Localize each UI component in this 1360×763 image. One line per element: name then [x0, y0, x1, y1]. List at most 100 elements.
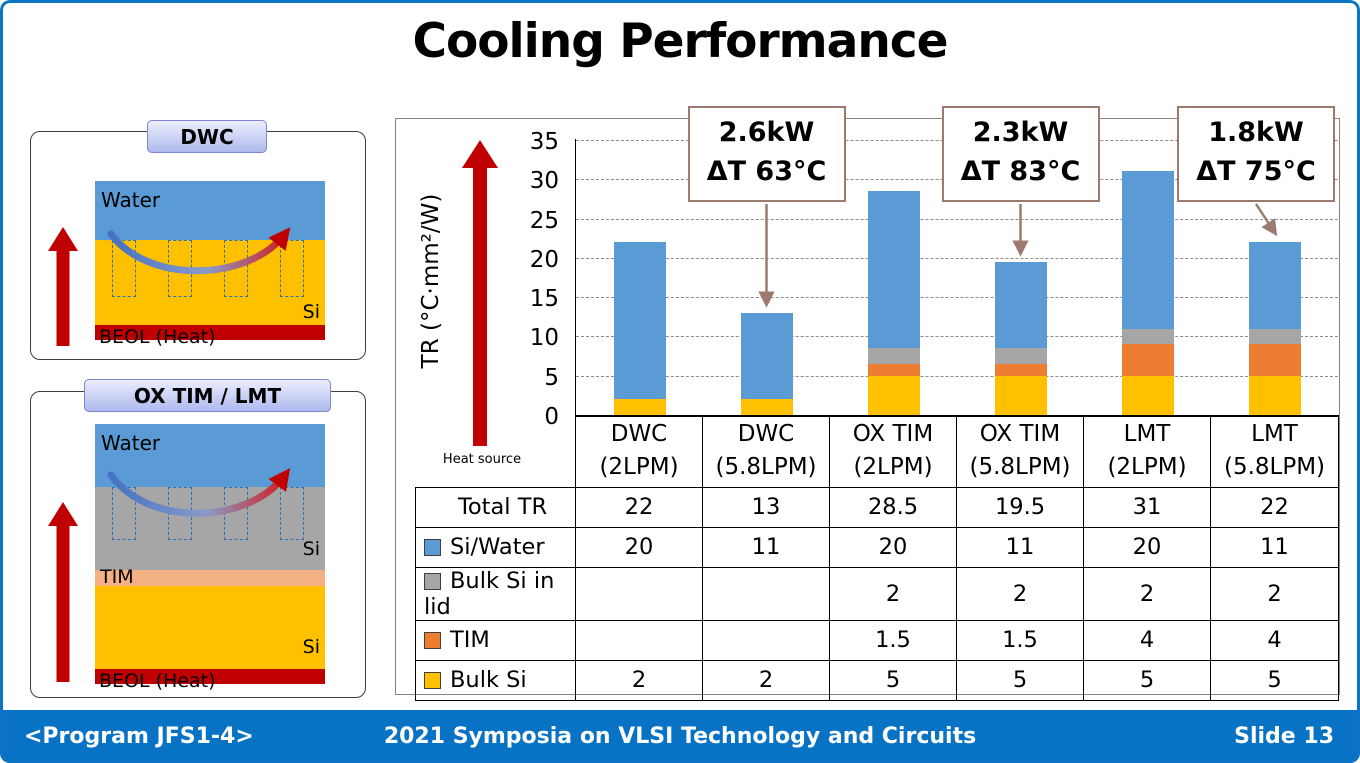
- table-row: Bulk Si 2 2 5 5 5 5: [415, 659, 1339, 701]
- table-value: 5: [1083, 659, 1211, 701]
- category-line: (2LPM): [853, 453, 933, 480]
- table-value: 4: [1083, 619, 1211, 661]
- footer-program: <Program JFS1-4>: [24, 724, 254, 749]
- legend-swatch: [424, 672, 441, 689]
- microchannel-fin: [112, 240, 136, 297]
- microchannel-fin: [280, 487, 304, 540]
- category-label-row: DWC (2LPM) DWC (5.8LPM) OX TIM (2LPM) OX TIM (5…: [415, 415, 1339, 488]
- table-value: 11: [956, 526, 1084, 568]
- category-label: OX TIM (2LPM): [829, 415, 957, 488]
- table-value: 20: [829, 526, 957, 568]
- table-value: 2: [1083, 566, 1211, 621]
- dwc-water-label: Water: [101, 188, 161, 212]
- legend-swatch: [424, 632, 441, 649]
- oxtim-lmt-tag: OX TIM / LMT: [84, 379, 331, 412]
- table-value: 22: [575, 486, 703, 528]
- gridline: [576, 375, 1338, 377]
- table-value: 11: [1210, 526, 1339, 568]
- table-row: Si/Water 20 11 20 11 20 11: [415, 526, 1339, 568]
- row-label-text: TIM: [450, 627, 490, 653]
- category-line: DWC: [737, 421, 795, 448]
- bar-segment: [613, 242, 666, 400]
- ox-si-label: Si: [302, 636, 320, 658]
- ytick-label: 20: [529, 246, 559, 273]
- bar-segment: [867, 348, 920, 364]
- bar-segment: [994, 363, 1047, 376]
- row-label-text: Bulk Si in lid: [424, 567, 555, 620]
- heat-up-arrow-icon: [48, 227, 78, 346]
- stacked-bar: [867, 191, 920, 415]
- bar-segment: [1121, 328, 1174, 345]
- bar-segment: [613, 399, 666, 415]
- stacked-bar: [1121, 171, 1174, 415]
- ytick-label: 10: [529, 325, 559, 352]
- table-row: Bulk Si in lid 2 2 2 2: [415, 566, 1339, 621]
- ytick-labels: 0 5 10 15 20 25 30 35: [495, 129, 565, 430]
- table-row: TIM 1.5 1.5 4 4: [415, 619, 1339, 661]
- gridline: [576, 336, 1338, 338]
- dwc-beol-layer: [95, 325, 325, 340]
- y-axis-title: TR (°C·mm²/W): [418, 193, 444, 369]
- category-line: (5.8LPM): [969, 453, 1071, 480]
- row-label-text: Total TR: [458, 494, 548, 520]
- footer-slide-number: Slide 13: [1234, 724, 1334, 749]
- category-line: (5.8LPM): [1223, 453, 1326, 480]
- table-value: 4: [1210, 619, 1339, 661]
- category-line: (2LPM): [1107, 453, 1187, 480]
- stacked-bar: [1248, 242, 1301, 415]
- row-label-cell: Total TR: [415, 486, 576, 528]
- bar-segment: [867, 363, 920, 376]
- table-value: 2: [956, 566, 1084, 621]
- dwc-beol-label: BEOL (Heat): [99, 326, 216, 348]
- category-line: OX TIM: [979, 421, 1061, 448]
- table-value: 1.5: [956, 619, 1084, 661]
- bar-segment: [994, 375, 1047, 415]
- table-value: 2: [1210, 566, 1339, 621]
- footer-bar: <Program JFS1-4> 2021 Symposia on VLSI T…: [0, 710, 1360, 763]
- category-line: OX TIM: [852, 421, 934, 448]
- bar-segment: [1248, 328, 1301, 345]
- bar-segment: [994, 348, 1047, 364]
- stacked-bar: [994, 261, 1047, 415]
- table-row: Total TR 22 13 28.5 19.5 31 22: [415, 486, 1339, 528]
- category-line: (2LPM): [599, 453, 679, 480]
- legend-swatch: [424, 539, 441, 556]
- table-value: [702, 566, 830, 621]
- legend-swatch: [424, 572, 441, 590]
- gridline: [576, 218, 1338, 220]
- heat-up-arrow-icon: [48, 502, 78, 682]
- table-value: 2: [702, 659, 830, 701]
- bar-segment: [1248, 344, 1301, 376]
- row-label-cell: Bulk Si in lid: [415, 566, 576, 621]
- ytick-label: 15: [529, 286, 559, 313]
- table-value: 1.5: [829, 619, 957, 661]
- table-value: 20: [1083, 526, 1211, 568]
- dwc-tag: DWC: [147, 120, 267, 153]
- ytick-label: 25: [529, 207, 559, 234]
- table-value: 2: [575, 659, 703, 701]
- slide-title: Cooling Performance: [412, 14, 948, 69]
- table-value: [575, 566, 703, 621]
- ox-si-lid-layer: [95, 487, 325, 570]
- table-value: 13: [702, 486, 830, 528]
- ytick-label: 30: [529, 168, 559, 195]
- category-label: LMT (2LPM): [1083, 415, 1211, 488]
- ytick-label: 35: [529, 129, 559, 155]
- bar-segment: [1121, 171, 1174, 329]
- ox-water-label: Water: [101, 431, 161, 455]
- bar-segment: [1248, 375, 1301, 415]
- category-label: DWC (5.8LPM): [702, 415, 830, 488]
- ox-si-layer: [95, 586, 325, 669]
- category-label: DWC (2LPM): [575, 415, 703, 488]
- stacked-bar: [740, 312, 793, 415]
- table-value: 19.5: [956, 486, 1084, 528]
- category-line: LMT: [1123, 421, 1171, 448]
- data-table: DWC (2LPM) DWC (5.8LPM) OX TIM (2LPM) OX TIM (5…: [415, 415, 1339, 701]
- plot-area: [576, 140, 1338, 415]
- gridline: [576, 257, 1338, 259]
- ytick-label: 5: [544, 364, 559, 391]
- bar-segment: [994, 261, 1047, 349]
- bar-segment: [1121, 375, 1174, 415]
- bar-segment: [867, 191, 920, 349]
